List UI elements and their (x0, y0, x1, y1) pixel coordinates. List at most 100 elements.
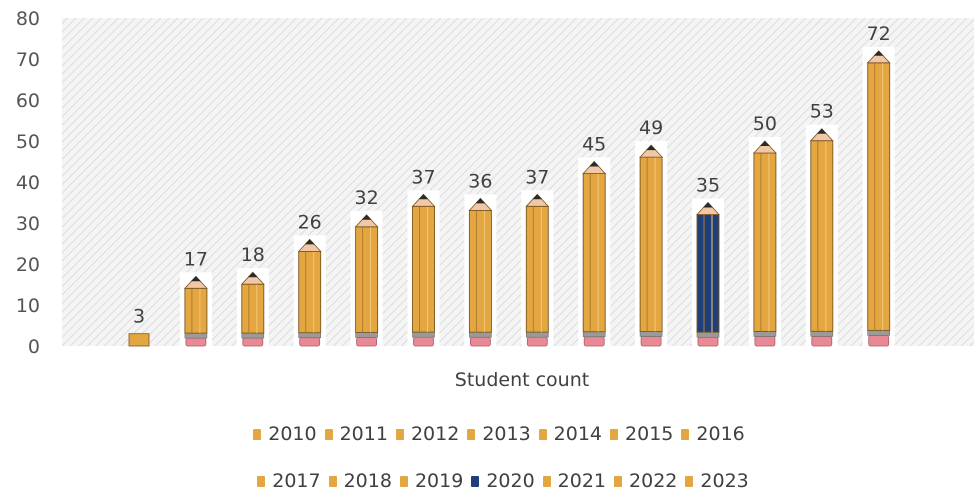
legend-item-2020: 2020 (471, 470, 535, 492)
pencil-lead (190, 276, 201, 282)
legend-swatch (685, 475, 694, 487)
data-label: 72 (867, 23, 891, 45)
legend-row-1: 2010 2011 2012 2013 2014 2015 2016 (0, 423, 976, 445)
pencil-tip (468, 197, 493, 211)
pencil-lead (873, 50, 884, 56)
pencil-ferrule (696, 331, 720, 338)
y-tick-label: 40 (16, 172, 40, 194)
data-label: 35 (696, 175, 720, 197)
bar-2017: 37 (521, 166, 554, 347)
pencil-body (753, 152, 777, 332)
data-label: 18 (241, 244, 265, 266)
legend-label: 2012 (410, 423, 460, 445)
legend-label: 2018 (343, 470, 392, 492)
pencil-ferrule (355, 332, 378, 338)
pencil-ferrule (525, 331, 549, 338)
pencil-tip (582, 160, 607, 174)
pencil-eraser (640, 336, 662, 347)
pencil-lead (703, 202, 713, 208)
data-label: 37 (411, 166, 435, 188)
bar-2021: 50 (748, 113, 781, 347)
pencil-eraser (583, 336, 605, 347)
bar-2010: 3 (128, 306, 150, 347)
pencil-ferrule (810, 331, 834, 337)
y-tick-label: 50 (16, 131, 40, 153)
pencil-lead (304, 239, 315, 245)
legend-swatch (610, 428, 619, 440)
legend-swatch (467, 428, 476, 440)
pencil-ferrule (412, 331, 435, 338)
pencil-lead (759, 141, 770, 146)
bar-2018: 45 (578, 134, 611, 347)
legend-row-2: 2017 2018 2019 2020 2021 2022 2023 (0, 470, 976, 492)
legend-label: 2020 (486, 470, 535, 492)
legend-label: 2017 (272, 470, 321, 492)
y-tick-label: 20 (16, 254, 40, 276)
legend-label: 2023 (700, 470, 749, 492)
data-label: 3 (133, 306, 145, 328)
legend-item-2016: 2016 (681, 423, 745, 445)
pencil-lead (475, 198, 486, 204)
pencil-eraser (811, 335, 833, 347)
legend-item-2021: 2021 (542, 470, 606, 492)
y-tick-label: 60 (16, 90, 40, 112)
legend-swatch (253, 428, 262, 440)
bar-2020: 35 (692, 175, 724, 347)
legend-item-2019: 2019 (399, 470, 464, 492)
pencil-body (810, 140, 834, 332)
pencil-body (184, 287, 208, 334)
pencil-body (298, 250, 322, 334)
legend-label: 2019 (414, 470, 464, 492)
legend-item-2012: 2012 (395, 423, 460, 445)
pencil-tip (183, 275, 208, 289)
legend-label: 2015 (625, 423, 674, 445)
data-label: 53 (810, 101, 834, 123)
pencil-tip (354, 214, 379, 228)
legend-item-2013: 2013 (467, 423, 531, 445)
pencil-ferrule (867, 330, 891, 336)
pencil-body (355, 226, 379, 333)
data-label: 50 (753, 113, 777, 135)
pencil-eraser (413, 336, 434, 347)
pencil-lead (646, 145, 657, 151)
legend-item-2017: 2017 (257, 470, 321, 492)
legend-label: 2022 (629, 470, 678, 492)
bar-2016: 36 (464, 170, 497, 347)
pencil-lead (247, 272, 258, 278)
pencil-body (468, 209, 492, 333)
pencil-lead (532, 194, 543, 200)
pencil-eraser (469, 336, 491, 347)
legend-item-2014: 2014 (538, 423, 602, 445)
pencil-tip (411, 193, 436, 207)
y-tick-label: 30 (16, 213, 40, 235)
pencil-body (867, 62, 891, 331)
legend-swatch (538, 428, 547, 440)
legend-label: 2010 (268, 423, 317, 445)
pencil-ferrule (241, 332, 265, 339)
legend-item-2010: 2010 (253, 423, 317, 445)
pencil-eraser (868, 334, 890, 347)
bar-2019: 49 (635, 117, 668, 347)
pencil-eraser (697, 336, 719, 347)
pencil-ferrule (582, 331, 606, 338)
legend-swatch (399, 475, 408, 487)
bar-2012: 18 (236, 244, 269, 347)
bar-2022: 53 (805, 101, 838, 347)
pencil-eraser (242, 337, 264, 347)
pencil-ferrule (753, 331, 777, 337)
pencil-tip (696, 201, 720, 215)
pencil-eraser (356, 336, 378, 347)
legend-swatch (257, 475, 266, 487)
data-label: 37 (525, 166, 549, 188)
pencil-eraser (526, 336, 548, 347)
data-label: 26 (298, 211, 322, 233)
pencil-ferrule (184, 332, 208, 339)
legend-label: 2016 (696, 423, 745, 445)
pencil-tip (240, 271, 265, 285)
legend-item-2011: 2011 (324, 423, 388, 445)
y-tick-label: 80 (16, 8, 40, 30)
bar-2014: 32 (350, 187, 383, 347)
bar-2013: 26 (293, 211, 326, 347)
pencil-eraser (299, 337, 321, 347)
legend-swatch (471, 475, 480, 487)
